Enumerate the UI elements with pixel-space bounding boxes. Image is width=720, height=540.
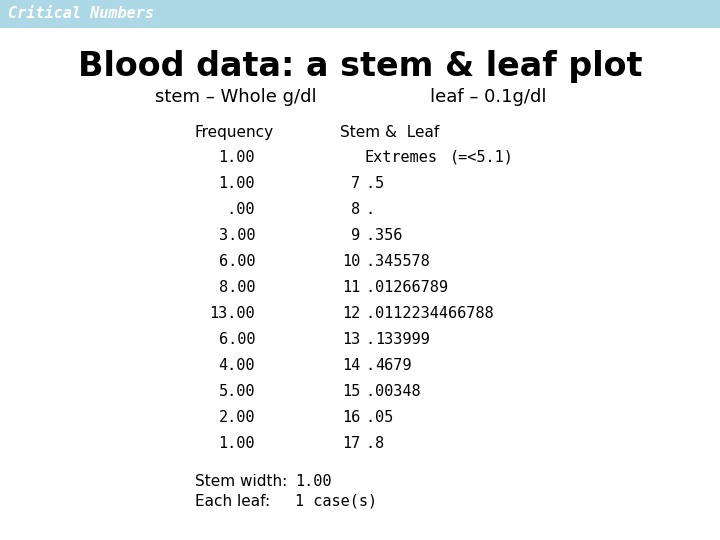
Text: 9: 9	[351, 228, 360, 243]
Text: 3.00: 3.00	[218, 228, 255, 243]
Text: .: .	[365, 176, 374, 191]
Text: 8.00: 8.00	[218, 280, 255, 295]
Text: 1.00: 1.00	[218, 436, 255, 451]
Text: .: .	[365, 306, 374, 321]
Text: 11: 11	[342, 280, 360, 295]
Text: stem – Whole g/dl: stem – Whole g/dl	[155, 88, 317, 106]
Text: 17: 17	[342, 436, 360, 451]
Text: 13: 13	[342, 332, 360, 347]
Text: 05: 05	[375, 410, 393, 425]
Text: 4679: 4679	[375, 358, 412, 373]
Text: 8: 8	[351, 202, 360, 217]
Text: 2.00: 2.00	[218, 410, 255, 425]
Text: .: .	[365, 436, 374, 451]
Bar	[0, 0, 720, 28]
Text: 0112234466788: 0112234466788	[375, 306, 494, 321]
Text: 13.00: 13.00	[210, 306, 255, 321]
Text: Critical Numbers: Critical Numbers	[8, 6, 154, 22]
Text: Blood data: a stem & leaf plot: Blood data: a stem & leaf plot	[78, 50, 642, 83]
Text: 1.00: 1.00	[218, 150, 255, 165]
Text: 16: 16	[342, 410, 360, 425]
Text: 356: 356	[375, 228, 402, 243]
Text: 15: 15	[342, 384, 360, 399]
Text: 01266789: 01266789	[375, 280, 448, 295]
Text: 4.00: 4.00	[218, 358, 255, 373]
Text: 00348: 00348	[375, 384, 420, 399]
Text: .: .	[365, 384, 374, 399]
Text: Each leaf:: Each leaf:	[195, 494, 270, 509]
Text: .: .	[365, 358, 374, 373]
Text: 345578: 345578	[375, 254, 430, 269]
Text: 133999: 133999	[375, 332, 430, 347]
Text: Frequency: Frequency	[195, 125, 274, 140]
Text: Stem &  Leaf: Stem & Leaf	[340, 125, 439, 140]
Text: 1.00: 1.00	[295, 474, 331, 489]
Text: Stem width:: Stem width:	[195, 474, 287, 489]
Text: .00: .00	[218, 202, 255, 217]
Text: 6.00: 6.00	[218, 254, 255, 269]
Text: 14: 14	[342, 358, 360, 373]
Text: 8: 8	[375, 436, 384, 451]
Text: .: .	[365, 410, 374, 425]
Text: .: .	[365, 202, 374, 217]
Text: 10: 10	[342, 254, 360, 269]
Text: (=<5.1): (=<5.1)	[450, 150, 514, 165]
Text: 1.00: 1.00	[218, 176, 255, 191]
Text: leaf – 0.1g/dl: leaf – 0.1g/dl	[430, 88, 546, 106]
Text: .: .	[365, 254, 374, 269]
Text: 5: 5	[375, 176, 384, 191]
Text: .: .	[365, 280, 374, 295]
Text: .: .	[365, 332, 374, 347]
Text: Extremes: Extremes	[365, 150, 438, 165]
Text: 12: 12	[342, 306, 360, 321]
Text: 7: 7	[351, 176, 360, 191]
Text: 5.00: 5.00	[218, 384, 255, 399]
Text: .: .	[365, 228, 374, 243]
Text: 6.00: 6.00	[218, 332, 255, 347]
Text: 1 case(s): 1 case(s)	[295, 494, 377, 509]
